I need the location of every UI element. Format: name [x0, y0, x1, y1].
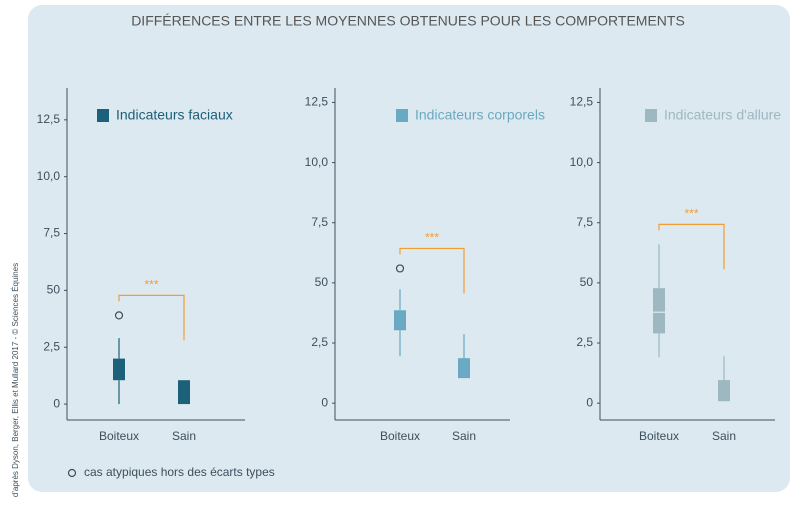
- y-tick-label: 10,0: [37, 169, 61, 183]
- x-tick-label: Boiteux: [639, 429, 679, 443]
- chart-title: DIFFÉRENCES ENTRE LES MOYENNES OBTENUES …: [131, 13, 685, 29]
- box: [718, 380, 730, 402]
- y-tick-label: 0: [321, 395, 328, 409]
- box: [653, 288, 665, 334]
- y-tick-label: 2,5: [576, 335, 593, 349]
- box: [458, 358, 470, 379]
- significance-label: ***: [144, 278, 158, 292]
- x-tick-label: Boiteux: [99, 429, 139, 443]
- x-tick-label: Sain: [172, 429, 196, 443]
- box: [394, 310, 406, 331]
- legend-swatch: [97, 109, 109, 122]
- significance-bracket: [399, 247, 465, 294]
- significance-bracket: [118, 294, 185, 341]
- box: [113, 358, 125, 381]
- x-tick-label: Sain: [452, 429, 476, 443]
- legend-label: Indicateurs faciaux: [116, 107, 233, 123]
- significance-label: ***: [425, 231, 439, 245]
- y-tick-label: 2,5: [311, 335, 328, 349]
- significance-bracket: [658, 223, 725, 270]
- outlier: [114, 311, 124, 320]
- y-tick-label: 10,0: [570, 155, 594, 169]
- y-tick-label: 0: [586, 395, 593, 409]
- y-tick-label: 50: [315, 275, 329, 289]
- y-tick-label: 50: [47, 283, 61, 297]
- legend-label: Indicateurs d'allure: [664, 107, 781, 123]
- y-tick-label: 10,0: [305, 155, 329, 169]
- y-tick-label: 7,5: [576, 215, 593, 229]
- y-tick-label: 12,5: [37, 112, 61, 126]
- outlier-legend-icon: [67, 468, 77, 478]
- outlier: [395, 264, 405, 273]
- y-tick-label: 7,5: [311, 215, 328, 229]
- y-tick-label: 0: [53, 396, 60, 410]
- significance-label: ***: [684, 207, 698, 221]
- footnote: cas atypiques hors des écarts types: [84, 465, 275, 479]
- x-tick-label: Boiteux: [380, 429, 420, 443]
- legend-swatch: [396, 109, 408, 122]
- legend-label: Indicateurs corporels: [415, 107, 545, 123]
- box: [178, 380, 190, 405]
- y-tick-label: 12,5: [305, 95, 329, 109]
- legend-swatch: [645, 109, 657, 122]
- y-tick-label: 12,5: [570, 95, 594, 109]
- y-tick-label: 7,5: [43, 226, 60, 240]
- credit: d'après Dyson, Berger, Ellis et Mullard …: [11, 263, 20, 497]
- y-tick-label: 2,5: [43, 339, 60, 353]
- y-tick-label: 50: [580, 275, 594, 289]
- x-tick-label: Sain: [712, 429, 736, 443]
